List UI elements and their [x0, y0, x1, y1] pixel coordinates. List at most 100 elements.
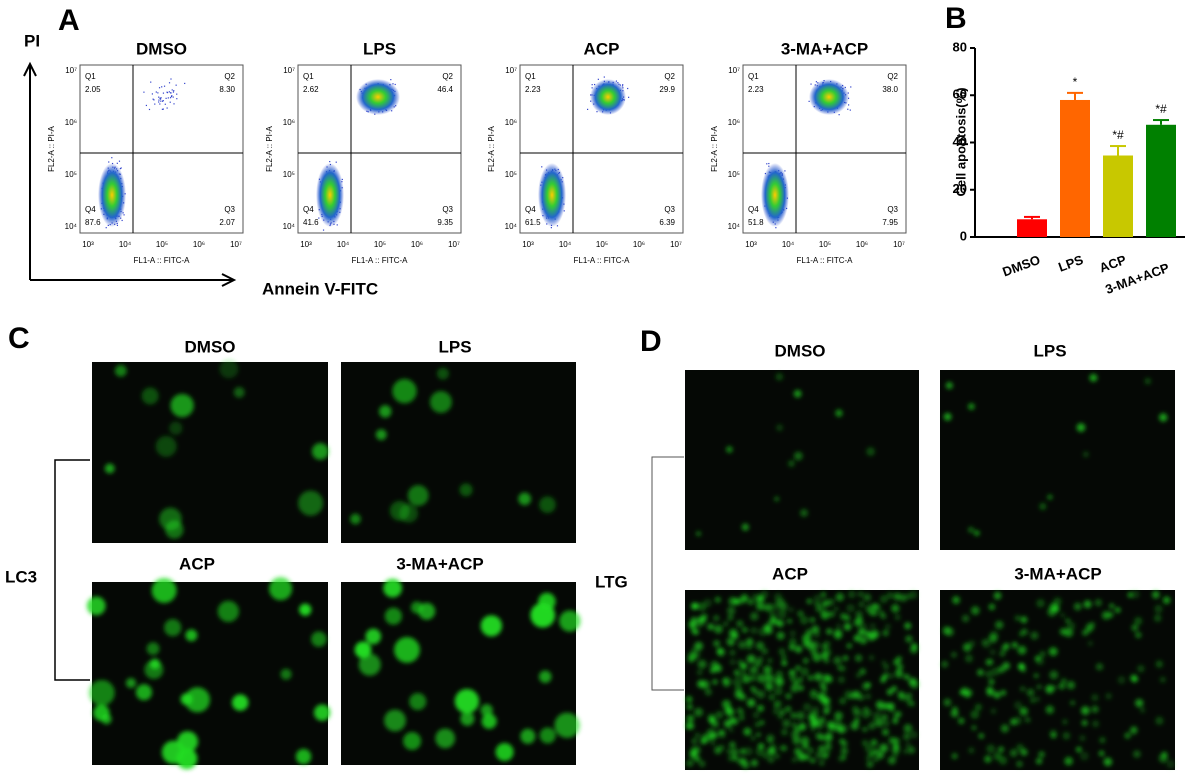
cell [741, 626, 748, 633]
cell [733, 678, 742, 687]
event-dot [161, 86, 163, 88]
cell [797, 610, 804, 617]
plot-x-label: FL1-A :: FITC-A [796, 256, 853, 265]
cell [1021, 667, 1027, 673]
cell [855, 610, 863, 618]
cell [741, 523, 750, 531]
panel-letter: D [640, 325, 662, 358]
cell [704, 688, 712, 696]
cell [721, 699, 731, 709]
event-dot [587, 108, 589, 110]
cell [1166, 760, 1175, 769]
cell [909, 590, 918, 599]
cell [869, 622, 876, 630]
cell [719, 729, 725, 736]
cell [897, 663, 904, 670]
cell [794, 645, 803, 653]
cell [958, 717, 965, 725]
cell [429, 391, 452, 413]
cell [713, 640, 721, 647]
cell [1014, 701, 1023, 710]
cell [1065, 618, 1071, 624]
cell [801, 742, 809, 750]
quadrant-name: Q4 [303, 205, 314, 214]
cell [407, 485, 429, 506]
event-dot [175, 84, 177, 86]
cell [840, 740, 848, 747]
lc3-bracket [54, 459, 90, 681]
density [590, 79, 626, 115]
event-dot [176, 93, 178, 95]
x-tick-label: 10³ [82, 240, 94, 249]
x-tick-label: 10⁴ [337, 240, 350, 249]
cell [815, 751, 824, 759]
y-tick-label: 10⁷ [65, 66, 77, 75]
density [356, 79, 400, 115]
cell [750, 626, 758, 634]
cell [726, 606, 736, 616]
quadrant-value: 61.5 [525, 218, 541, 227]
cell [776, 424, 784, 432]
cell [903, 723, 913, 733]
event-dot [628, 96, 630, 98]
cell [1010, 718, 1017, 726]
cell [559, 610, 581, 632]
cell [803, 754, 811, 761]
cell [774, 687, 783, 696]
cell [1153, 614, 1162, 622]
event-dot [775, 227, 777, 229]
cell [999, 651, 1006, 657]
cell [1016, 743, 1024, 752]
event-dot [335, 161, 337, 163]
cell [888, 706, 895, 713]
cell [820, 591, 827, 598]
cell [842, 655, 849, 661]
y-tick-label: 10⁵ [728, 170, 740, 179]
cell [1035, 758, 1043, 765]
cell [896, 655, 903, 662]
event-dot [105, 227, 107, 229]
cell [767, 756, 775, 763]
x-tick-label: 10⁴ [119, 240, 132, 249]
cell [869, 751, 875, 757]
cell [530, 602, 556, 628]
event-dot [166, 107, 168, 109]
cell [824, 751, 830, 757]
quadrant-value: 2.62 [303, 85, 319, 94]
cell [989, 648, 996, 656]
cell [892, 751, 899, 759]
cell [978, 733, 984, 739]
cell [1034, 696, 1041, 702]
cell [1076, 746, 1082, 753]
cell [988, 678, 995, 685]
cell [728, 727, 734, 733]
y-tick-label: 80 [953, 39, 967, 54]
cells [350, 367, 556, 525]
cell [888, 736, 896, 745]
axis-label: Annein V-FITC [262, 279, 378, 298]
cell [854, 654, 863, 662]
y-tick-label: 10⁵ [65, 170, 77, 179]
cell [806, 598, 812, 604]
cell [1114, 607, 1121, 613]
cell [280, 668, 292, 680]
cell [985, 658, 993, 666]
cell [741, 761, 750, 769]
cell [1144, 377, 1152, 385]
y-tick-label: 10⁷ [728, 66, 740, 75]
cell [755, 641, 765, 650]
cell [1124, 732, 1131, 739]
cell [747, 599, 754, 605]
cell [358, 653, 381, 676]
cell [1135, 698, 1144, 708]
event-dot [121, 219, 123, 222]
cell [1155, 660, 1164, 668]
cell [217, 600, 240, 623]
cell [813, 672, 823, 682]
image-title: LPS [1033, 341, 1066, 360]
cell [1081, 719, 1088, 726]
cell [1159, 413, 1168, 422]
cell [986, 686, 993, 693]
cell [873, 748, 879, 755]
cell [998, 666, 1006, 673]
